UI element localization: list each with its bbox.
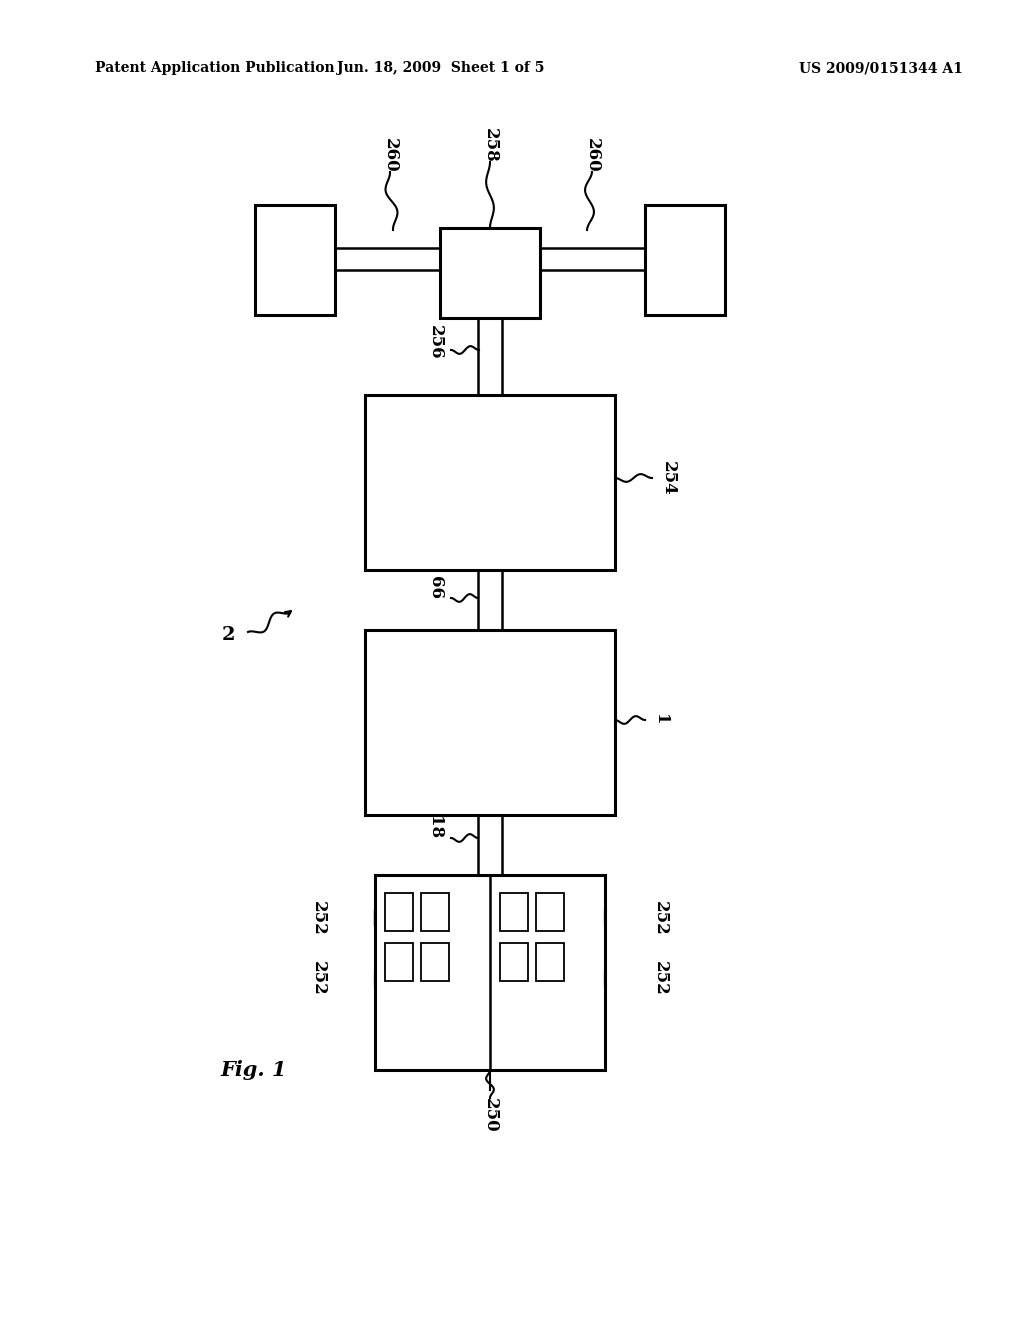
- Text: 252: 252: [309, 961, 327, 995]
- Text: Patent Application Publication: Patent Application Publication: [95, 61, 335, 75]
- Text: 18: 18: [427, 817, 443, 840]
- Text: 2: 2: [221, 626, 234, 644]
- Bar: [645, 205, 725, 315]
- Bar: [375, 875, 605, 1071]
- Text: 66: 66: [427, 577, 443, 599]
- Bar: [500, 894, 528, 931]
- Text: 1: 1: [651, 714, 669, 726]
- Bar: [385, 894, 413, 931]
- Text: Jun. 18, 2009  Sheet 1 of 5: Jun. 18, 2009 Sheet 1 of 5: [337, 61, 544, 75]
- Bar: [440, 228, 540, 318]
- Text: 260: 260: [584, 137, 600, 173]
- Bar: [536, 894, 564, 931]
- Text: 260: 260: [382, 137, 398, 173]
- Bar: [365, 630, 615, 814]
- Bar: [385, 942, 413, 981]
- Text: US 2009/0151344 A1: US 2009/0151344 A1: [799, 61, 963, 75]
- Bar: [500, 942, 528, 981]
- Bar: [255, 205, 335, 315]
- Bar: [536, 942, 564, 981]
- Text: 252: 252: [651, 961, 669, 995]
- Bar: [421, 894, 449, 931]
- Text: 258: 258: [481, 128, 499, 162]
- Bar: [365, 395, 615, 570]
- Text: 250: 250: [481, 1098, 499, 1133]
- Bar: [421, 942, 449, 981]
- Text: 252: 252: [651, 900, 669, 936]
- Text: 252: 252: [309, 900, 327, 936]
- Text: 256: 256: [427, 325, 443, 359]
- Text: 254: 254: [659, 461, 677, 495]
- Text: Fig. 1: Fig. 1: [220, 1060, 287, 1080]
